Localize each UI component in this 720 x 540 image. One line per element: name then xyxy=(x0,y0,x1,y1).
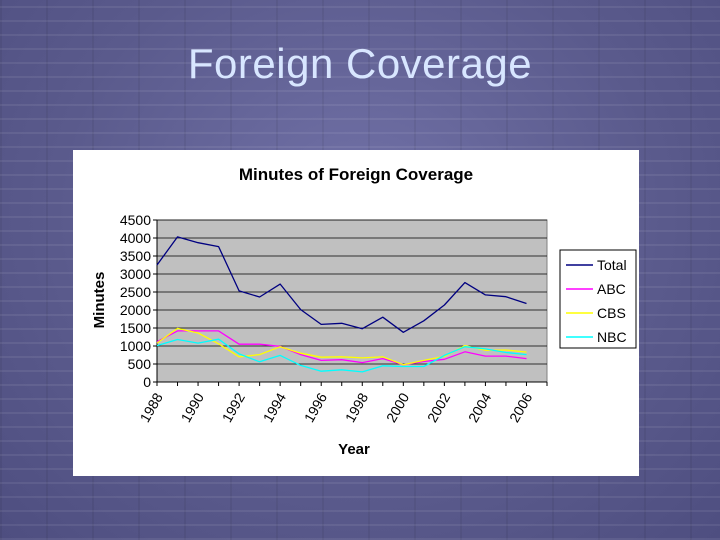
y-tick-label: 500 xyxy=(128,356,152,372)
line-chart: Minutes of Foreign Coverage 0 500 1000 1500… xyxy=(91,165,637,458)
x-tick-label: 1996 xyxy=(301,390,331,425)
legend-label-nbc: NBC xyxy=(597,329,627,345)
x-tick-label: 2000 xyxy=(383,390,413,425)
y-tick-label: 1000 xyxy=(120,338,151,354)
series-line-abc xyxy=(156,330,527,366)
series-line-nbc xyxy=(156,338,527,373)
legend-label-abc: ABC xyxy=(597,281,626,297)
x-tick-label: 1998 xyxy=(342,390,372,425)
x-axis-title: Year xyxy=(338,441,370,458)
y-axis-title: Minutes xyxy=(91,272,108,329)
x-tick-label: 2002 xyxy=(424,390,454,425)
series-line-total xyxy=(156,236,527,333)
chart-frame: Minutes of Foreign Coverage 0 500 1000 1500… xyxy=(73,150,639,476)
y-tick-label: 0 xyxy=(143,374,151,390)
x-tick-label: 1988 xyxy=(136,390,166,425)
series-line-cbs xyxy=(156,327,527,366)
x-tick-label: 1992 xyxy=(219,390,249,425)
slide-title: Foreign Coverage xyxy=(187,40,533,87)
chart-title: Minutes of Foreign Coverage xyxy=(239,165,473,184)
legend-label-total: Total xyxy=(597,257,627,273)
y-tick-label: 2500 xyxy=(120,284,151,300)
legend-label-cbs: CBS xyxy=(597,305,626,321)
legend-box xyxy=(559,249,637,349)
x-tick-label: 2004 xyxy=(465,390,495,425)
plot-area: 0 500 1000 1500 2000 2500 3000 3500 4000 4500 1988… xyxy=(120,212,548,425)
y-tick-label: 4500 xyxy=(120,212,151,228)
y-tick-label: 1500 xyxy=(120,320,151,336)
x-tick-label: 1994 xyxy=(260,390,290,425)
x-tick-label: 2006 xyxy=(506,390,536,425)
legend: Total ABC CBS NBC xyxy=(559,249,637,349)
y-tick-label: 3000 xyxy=(120,266,151,282)
y-tick-label: 2000 xyxy=(120,302,151,318)
y-tick-label: 4000 xyxy=(120,230,151,246)
y-tick-label: 3500 xyxy=(120,248,151,264)
x-tick-label: 1990 xyxy=(178,390,208,425)
